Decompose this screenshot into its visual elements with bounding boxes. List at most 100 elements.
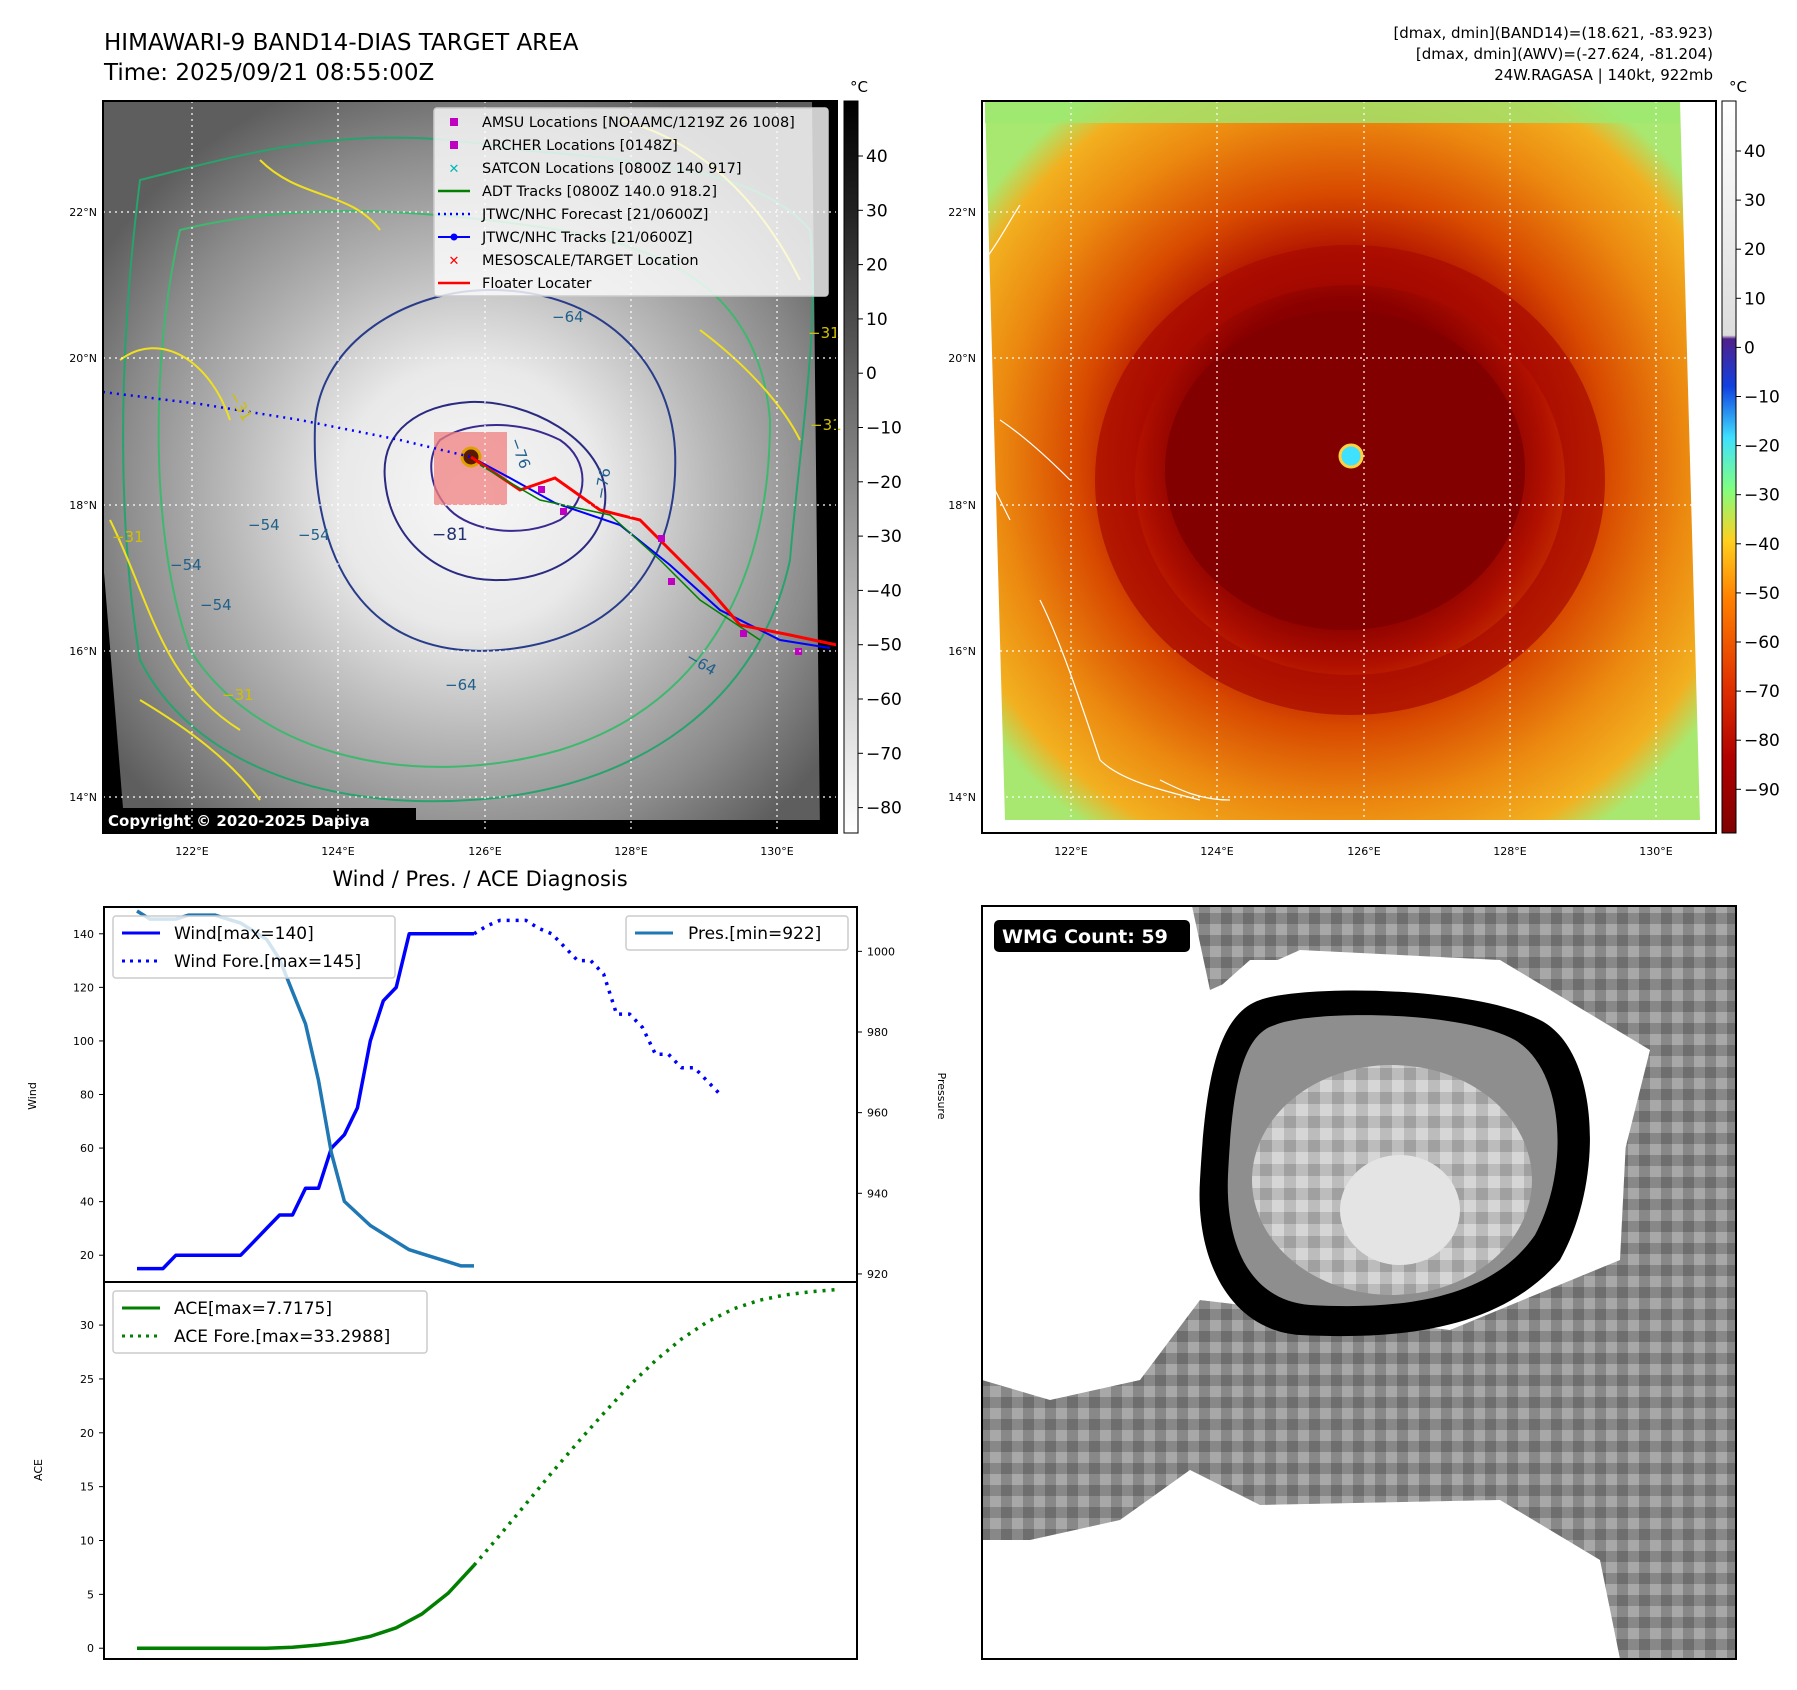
ace-y-tick-label: 25 bbox=[80, 1373, 94, 1386]
ace-y-tick-label: 0 bbox=[87, 1642, 94, 1655]
lat-tick-label: 14°N bbox=[948, 791, 976, 804]
mesoscale-target-box bbox=[434, 432, 507, 505]
ace-fore-legend-label: ACE Fore.[max=33.2988] bbox=[174, 1327, 390, 1347]
archer-location bbox=[560, 508, 567, 515]
colorbar-tick-label: −60 bbox=[866, 690, 902, 710]
wind-axis-label: Wind bbox=[26, 1082, 39, 1110]
lat-tick-label: 16°N bbox=[948, 645, 976, 658]
wmg-count-badge bbox=[994, 920, 1190, 952]
left-map-swath-edge bbox=[103, 560, 125, 833]
right-map-top-band bbox=[985, 101, 1680, 123]
legend-box bbox=[433, 107, 829, 297]
contour-label: −31 bbox=[112, 528, 144, 546]
lat-tick-label: 22°N bbox=[69, 206, 97, 219]
colorbar-tick-label: 40 bbox=[866, 147, 888, 167]
legend-item: Floater Locater bbox=[438, 276, 591, 292]
colorbar-tick-label: −40 bbox=[866, 581, 902, 601]
band14-range: [dmax, dmin](BAND14)=(18.621, -83.923) bbox=[1393, 24, 1713, 42]
figure-time: Time: 2025/09/21 08:55:00Z bbox=[103, 60, 434, 86]
legend-item: ✕ MESOSCALE/TARGET Location bbox=[449, 253, 699, 269]
right-colorbar-unit: °C bbox=[1729, 78, 1747, 96]
lon-tick-label: 128°E bbox=[1493, 845, 1526, 858]
lat-tick-label: 16°N bbox=[69, 645, 97, 658]
left-map-panel: Copyright © 2020-2025 Dapiya −64 −76 −76… bbox=[102, 100, 842, 834]
right-colorbar: °C 40 30 20 10 0 −10 −20 −30 −40 −50 −60 −70 −80 −90 bbox=[1721, 78, 1780, 834]
adt-track bbox=[479, 464, 761, 641]
lat-tick-label: 20°N bbox=[948, 352, 976, 365]
colorbar-tick-label: 10 bbox=[866, 310, 888, 330]
ace-y-tick-label: 5 bbox=[87, 1588, 94, 1601]
lon-tick-label: 128°E bbox=[614, 845, 647, 858]
contour-yellow bbox=[119, 329, 801, 801]
left-colorbar-gradient bbox=[843, 100, 859, 834]
wind-y-tick-label: 60 bbox=[80, 1142, 94, 1155]
contour-navy bbox=[313, 288, 677, 652]
colorbar-tick-label: −70 bbox=[1744, 682, 1780, 702]
colorbar-tick-label: −50 bbox=[866, 636, 902, 656]
colorbar-tick-label: −10 bbox=[866, 419, 902, 439]
wind-y-tick-label: 120 bbox=[73, 981, 94, 994]
lon-tick-label: 126°E bbox=[1347, 845, 1380, 858]
wind-y-tick-label: 40 bbox=[80, 1196, 94, 1209]
pressure-axis-label: Pressure bbox=[935, 1073, 948, 1120]
legend-label: ARCHER Locations [0148Z] bbox=[482, 138, 678, 154]
ace-chart: 0 5 10 15 20 25 30 ACE ACE[max=7.7175] ACE For… bbox=[32, 1281, 858, 1660]
contour-label: −54 bbox=[248, 516, 280, 534]
ace-y-tick-label: 20 bbox=[80, 1427, 94, 1440]
colorbar-tick-label: −80 bbox=[1744, 731, 1780, 751]
wind-fore-legend-label: Wind Fore.[max=145] bbox=[174, 952, 361, 972]
awv-range: [dmax, dmin](AWV)=(-27.624, -81.204) bbox=[1416, 45, 1713, 63]
right-colorbar-gradient bbox=[1721, 100, 1737, 834]
colorbar-tick-label: −30 bbox=[1744, 486, 1780, 506]
wmg-eye-bright bbox=[1340, 1155, 1460, 1265]
ace-legend: ACE[max=7.7175] ACE Fore.[max=33.2988] bbox=[112, 1290, 428, 1354]
colorbar-tick-label: 40 bbox=[1744, 142, 1766, 162]
contour-label: −31 bbox=[222, 686, 254, 704]
wind-legend-label: Wind[max=140] bbox=[174, 924, 314, 944]
legend-label: ADT Tracks [0800Z 140.0 918.2] bbox=[482, 184, 717, 200]
wmg-gray-region-top bbox=[982, 906, 1736, 1659]
pressure-y-tick-label: 1000 bbox=[867, 945, 895, 958]
pressure-y-tick-label: 980 bbox=[867, 1026, 888, 1039]
map-legend: AMSU Locations [NOAAMC/1219Z 26 1008] ARC… bbox=[433, 107, 829, 297]
legend-item: AMSU Locations [NOAAMC/1219Z 26 1008] bbox=[450, 115, 795, 131]
legend-item: ADT Tracks [0800Z 140.0 918.2] bbox=[438, 184, 717, 200]
pressure-y-tick-label: 960 bbox=[867, 1107, 888, 1120]
legend-marker-x: ✕ bbox=[449, 162, 460, 177]
legend-label: Floater Locater bbox=[482, 276, 591, 292]
diagnosis-title: Wind / Pres. / ACE Diagnosis bbox=[332, 867, 627, 891]
lat-tick-label: 20°N bbox=[69, 352, 97, 365]
series-line-wind-forecast bbox=[473, 918, 722, 1096]
coastline bbox=[1159, 779, 1231, 801]
legend-item: JTWC/NHC Forecast [21/0600Z] bbox=[438, 207, 708, 223]
figure-title: HIMAWARI-9 BAND14-DIAS TARGET AREA bbox=[104, 30, 579, 56]
archer-location bbox=[658, 535, 665, 542]
left-colorbar-unit: °C bbox=[850, 78, 868, 96]
wmg-frame bbox=[981, 905, 1737, 1660]
contour-label: −31 bbox=[808, 324, 840, 342]
ace-y-tick-label: 30 bbox=[80, 1319, 94, 1332]
wind-y-tick-label: 100 bbox=[73, 1035, 94, 1048]
storm-label: 24W.RAGASA | 140kt, 922mb bbox=[1494, 66, 1713, 84]
copyright-box bbox=[104, 808, 416, 832]
colorbar-tick-label: −30 bbox=[866, 527, 902, 547]
colorbar-tick-label: 0 bbox=[866, 364, 877, 384]
colorbar-tick-label: 0 bbox=[1744, 338, 1755, 358]
lon-tick-label: 122°E bbox=[175, 845, 208, 858]
lon-tick-label: 124°E bbox=[321, 845, 354, 858]
lon-tick-label: 124°E bbox=[1200, 845, 1233, 858]
pressure-legend: Pres.[min=922] bbox=[625, 915, 849, 951]
colorbar-tick-label: 30 bbox=[1744, 191, 1766, 211]
pressure-legend-label: Pres.[min=922] bbox=[688, 924, 821, 944]
contour-label: −81 bbox=[432, 525, 468, 545]
contour-navy bbox=[383, 400, 607, 582]
wind-pressure-chart: 20 40 60 80 100 120 140 920 940 960 980 1000 Wind P… bbox=[26, 906, 948, 1283]
colorbar-tick-label: −20 bbox=[866, 473, 902, 493]
ace-y-tick-label: 10 bbox=[80, 1535, 94, 1548]
legend-label: JTWC/NHC Forecast [21/0600Z] bbox=[481, 207, 708, 223]
series-line-ace bbox=[137, 1564, 476, 1650]
colorbar-tick-label: −70 bbox=[866, 744, 902, 764]
wmg-count-label: WMG Count: 59 bbox=[1002, 926, 1168, 948]
contour-label: −76 bbox=[591, 466, 614, 500]
